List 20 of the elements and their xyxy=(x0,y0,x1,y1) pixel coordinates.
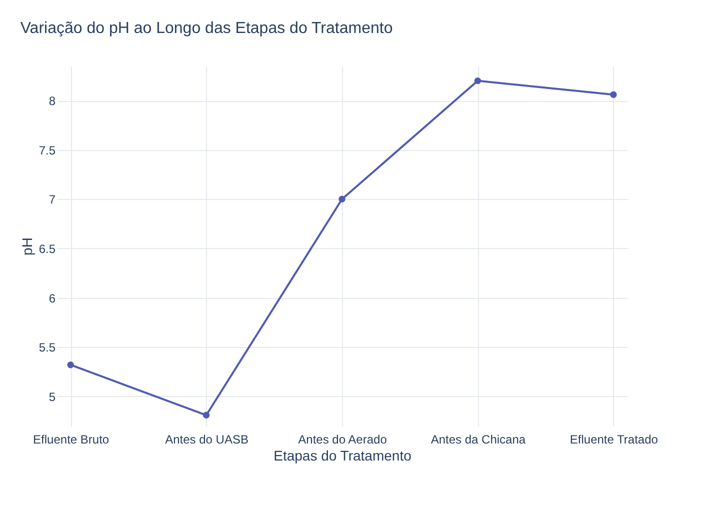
x-tick-label: Antes do Aerado xyxy=(298,432,388,446)
point xyxy=(474,77,482,84)
y-tick-label: 7 xyxy=(48,192,56,207)
x-tick-label: Antes do UASB xyxy=(165,432,248,446)
point xyxy=(202,412,210,418)
x-axis-title: Etapas do Tratamento xyxy=(274,448,412,464)
point xyxy=(67,362,74,368)
x-tick-label: Efluente Bruto xyxy=(33,432,110,446)
point xyxy=(610,91,617,98)
point xyxy=(338,196,346,202)
chart-title: Variação do pH ao Longo das Etapas do Tratamento xyxy=(20,20,393,37)
y-tick-label: 5 xyxy=(48,390,56,404)
y-tick-label: 6 xyxy=(48,291,56,306)
y-axis-title: pH xyxy=(18,238,35,256)
y-tick-label: 6.5 xyxy=(38,242,56,256)
x-tick-label: Antes da Chicana xyxy=(430,432,526,446)
x-tick-label: Efluente Tratado xyxy=(570,432,658,446)
y-tick-label: 8 xyxy=(48,94,56,108)
y-tick-label: 5.5 xyxy=(38,340,56,355)
y-tick-label: 7.5 xyxy=(38,143,56,158)
